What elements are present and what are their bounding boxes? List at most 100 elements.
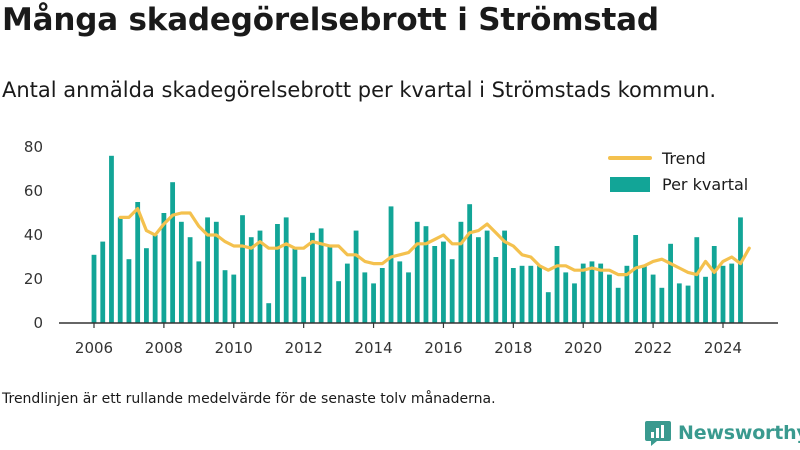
bar [703,276,708,323]
bar [362,272,368,323]
bar [310,232,315,323]
bar [580,263,586,323]
bar [414,221,420,323]
bar [222,270,228,323]
trend-line [118,207,751,277]
bar [432,246,438,323]
bar [170,182,176,323]
bar [336,281,342,323]
bar [484,230,490,323]
bar [161,213,167,323]
bar [510,268,516,323]
bar [545,292,551,323]
bar [624,265,630,323]
bar [406,272,411,323]
bar [449,259,455,323]
bar [196,261,202,323]
bar [144,248,149,323]
bar [240,215,245,323]
legend-bar-label: Per kvartal [662,175,748,194]
bar [187,237,193,323]
bar [301,276,307,323]
y-tick-label: 80 [24,138,43,156]
legend-bar-swatch [610,177,650,192]
x-tick-label: 2010 [215,339,253,357]
bar [519,265,525,323]
bar [371,283,376,323]
bar [554,246,560,323]
bar [91,254,97,323]
x-tick-label: 2006 [75,339,113,357]
bar [441,241,446,323]
bar [257,230,263,323]
bar [694,237,700,323]
bar [100,241,106,323]
bar [109,155,114,323]
bar [126,259,132,323]
bar [379,268,385,323]
chart-title: Många skadegörelsebrott i Strömstad [2,2,659,38]
bar [213,221,219,323]
y-tick-label: 60 [24,182,43,200]
bar [248,237,254,323]
footnote: Trendlinjen är ett rullande medelvärde f… [2,391,496,407]
y-tick-label: 20 [24,270,43,288]
x-tick-label: 2022 [634,339,672,357]
bar [292,248,298,323]
bar [650,274,656,323]
bar [607,274,612,323]
bar [528,265,534,323]
x-tick-label: 2016 [424,339,462,357]
bar [598,263,604,323]
x-tick-label: 2018 [494,339,532,357]
x-tick-label: 2014 [354,339,392,357]
bar [502,230,507,323]
bar [266,303,272,323]
bar [572,283,577,323]
legend-trend-label: Trend [661,149,706,168]
bar [475,237,481,323]
bar [720,265,726,323]
bar [327,246,333,323]
newsworthy-logo-icon [645,421,671,446]
bar [493,257,499,323]
brand-name: Newsworthy [678,422,800,444]
bar [589,261,595,323]
bar [633,235,639,323]
bar [135,202,141,323]
bar [178,221,184,323]
bar-chart: 0 20 40 60 80 2006 2008 2010 2012 2014 2016 2018 202… [24,138,778,357]
bar [563,272,569,323]
bar [397,261,403,323]
bar [353,230,359,323]
bar [711,246,717,323]
x-tick-label: 2024 [704,339,742,357]
bar [458,221,464,323]
bar [117,217,123,323]
brand-logo: Newsworthy [644,419,800,447]
x-tick-label: 2012 [285,339,323,357]
bar [283,217,289,323]
bar [275,224,280,323]
bar [205,217,210,323]
bar [738,217,743,323]
bar [423,226,429,323]
bar [152,235,158,323]
x-tick-label: 2020 [564,339,602,357]
bar [231,274,237,323]
bar [388,206,394,323]
bar [318,228,324,323]
bar [685,285,691,323]
bar [668,243,673,323]
bar [537,265,542,323]
bar [676,283,682,323]
bar [467,204,473,323]
bar [729,263,735,323]
bar [344,263,350,323]
y-tick-label: 40 [24,226,43,244]
x-tick-label: 2008 [145,339,183,357]
bar [641,265,647,323]
bar [615,287,621,323]
chart-subtitle: Antal anmälda skadegörelsebrott per kvar… [2,78,717,102]
y-tick-label: 0 [33,314,43,332]
